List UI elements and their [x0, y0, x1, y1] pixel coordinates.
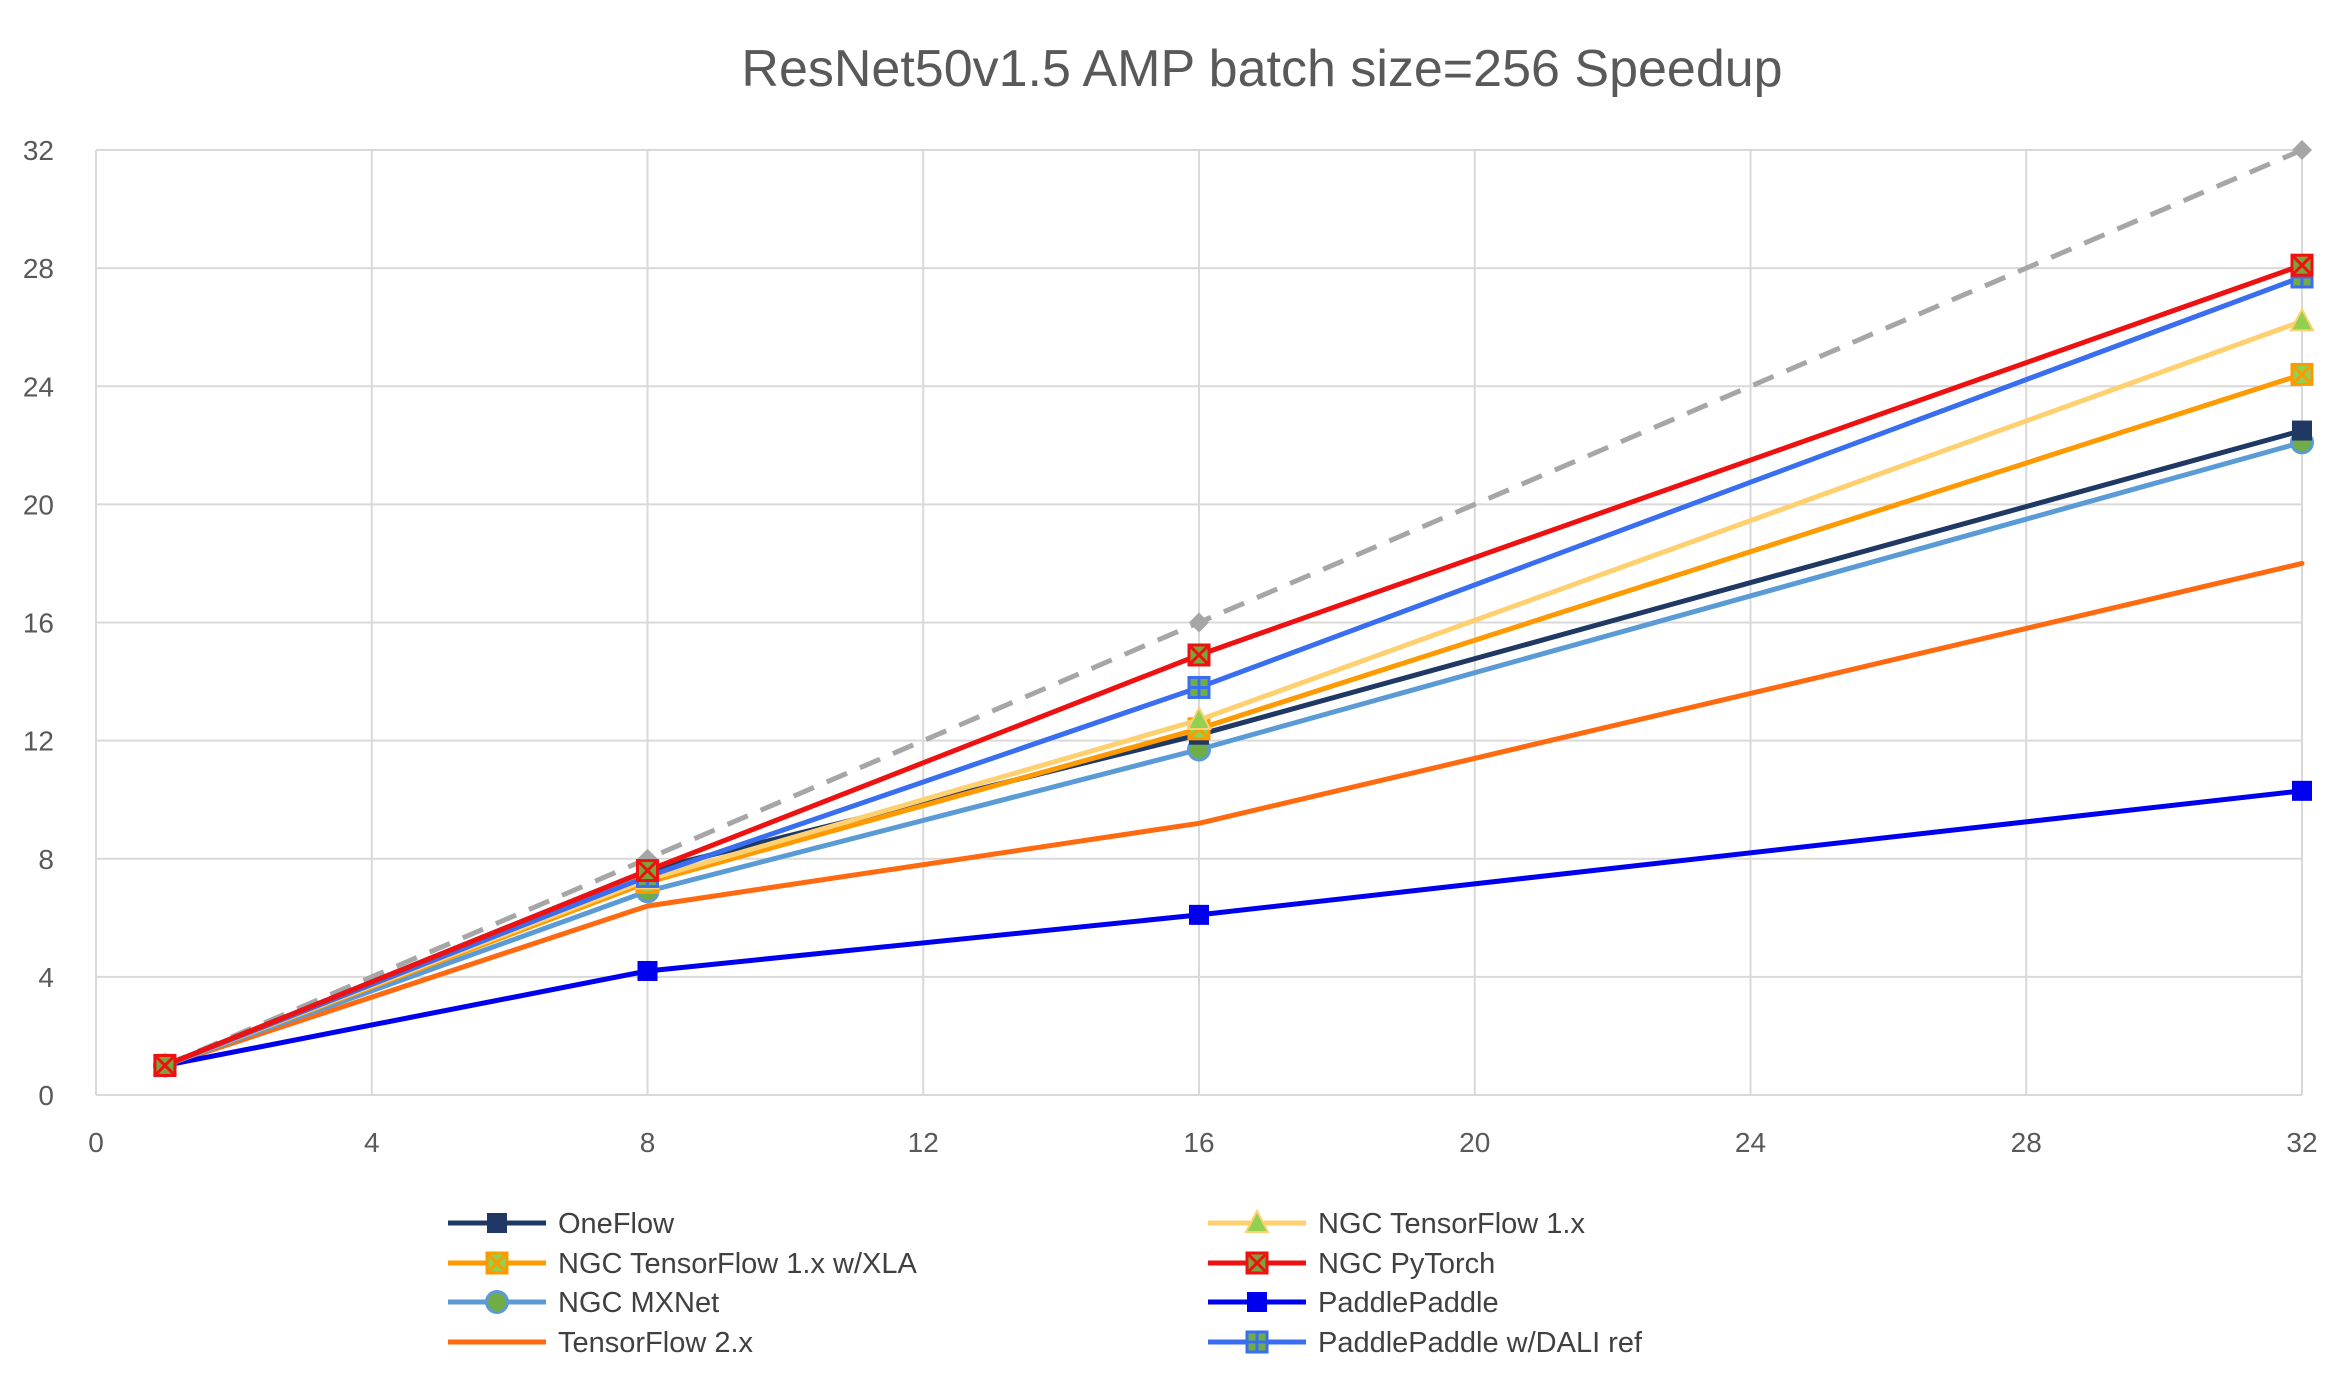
series-reference	[154, 140, 2312, 1076]
data-point	[1189, 612, 1209, 633]
data-point	[1245, 1251, 1269, 1275]
x-tick-label: 8	[640, 1127, 656, 1158]
series-line	[163, 147, 2303, 1068]
legend-label: PaddlePaddle w/DALI ref	[1318, 1327, 1643, 1359]
plot-series	[152, 140, 2315, 1078]
series-paddlepaddle	[154, 780, 2312, 1076]
series-line	[162, 439, 2305, 1068]
data-point	[1245, 1330, 1269, 1354]
y-tick-label: 28	[23, 253, 54, 284]
data-point	[1244, 1208, 1270, 1233]
legend-item: PaddlePaddle w/DALI ref	[1208, 1327, 1643, 1359]
legend: OneFlow NGC TensorFlow 1.x NGC TensorFlow …	[448, 1208, 1643, 1359]
x-tick-label: 12	[908, 1127, 939, 1158]
legend-item: TensorFlow 2.x	[448, 1327, 754, 1359]
legend-label: PaddlePaddle	[1318, 1287, 1499, 1319]
data-point	[2292, 140, 2312, 160]
x-axis-tick-labels: 0 4 8 12 16 20 24 28 32	[88, 1127, 2317, 1158]
data-point	[2290, 253, 2314, 277]
y-tick-label: 12	[23, 726, 54, 757]
data-point	[1187, 675, 1211, 699]
chart-title: ResNet50v1.5 AMP batch size=256 Speedup	[741, 40, 1782, 98]
data-point	[636, 859, 659, 883]
y-tick-label: 20	[23, 489, 54, 520]
legend-item: NGC MXNet	[448, 1287, 719, 1319]
data-point	[1187, 643, 1211, 667]
x-tick-label: 16	[1183, 1127, 1214, 1158]
data-point	[637, 960, 658, 981]
data-point	[485, 1251, 509, 1275]
x-tick-label: 32	[2286, 1127, 2317, 1158]
data-point	[2290, 362, 2314, 386]
y-tick-label: 32	[23, 135, 54, 166]
y-tick-label: 4	[38, 962, 54, 993]
series-line	[162, 262, 2305, 1068]
y-axis-tick-labels: 0 4 8 12 16 20 24 28 32	[23, 135, 54, 1111]
data-point	[2292, 780, 2312, 801]
data-point	[153, 1053, 177, 1077]
legend-item: OneFlow	[448, 1208, 675, 1240]
series-ngc-mxnet	[152, 430, 2314, 1078]
x-tick-label: 28	[2011, 1127, 2042, 1158]
data-point	[485, 1290, 509, 1314]
legend-item: PaddlePaddle	[1208, 1287, 1499, 1319]
y-tick-label: 0	[38, 1080, 54, 1111]
x-tick-label: 4	[364, 1127, 380, 1158]
legend-label: TensorFlow 2.x	[558, 1327, 754, 1359]
legend-label: NGC PyTorch	[1318, 1248, 1495, 1280]
data-point	[2292, 420, 2312, 441]
y-tick-label: 24	[23, 371, 54, 402]
data-point	[2289, 307, 2315, 332]
legend-item: NGC TensorFlow 1.x	[1208, 1208, 1585, 1240]
data-point	[1189, 904, 1209, 925]
series-line	[162, 560, 2305, 1068]
legend-label: OneFlow	[558, 1208, 675, 1240]
legend-item: NGC PyTorch	[1208, 1248, 1495, 1280]
legend-label: NGC MXNet	[558, 1287, 719, 1319]
x-tick-label: 24	[1735, 1127, 1766, 1158]
legend-label: NGC TensorFlow 1.x w/XLA	[558, 1248, 918, 1280]
legend-item: NGC TensorFlow 1.x w/XLA	[448, 1248, 918, 1280]
y-tick-label: 8	[38, 844, 54, 875]
y-tick-label: 16	[23, 608, 54, 639]
data-point	[487, 1213, 507, 1233]
series-line	[162, 318, 2305, 1068]
series-line	[162, 274, 2305, 1068]
legend-label: NGC TensorFlow 1.x	[1318, 1208, 1585, 1240]
series-ngc-tensorflow-1-x-w-xla	[153, 362, 2314, 1077]
series-tensorflow-2-x	[162, 560, 2305, 1068]
series-ngc-pytorch	[153, 253, 2314, 1077]
data-point	[1186, 705, 1212, 730]
x-tick-label: 20	[1459, 1127, 1490, 1158]
x-tick-label: 0	[88, 1127, 104, 1158]
data-point	[1247, 1292, 1267, 1312]
series-line	[162, 788, 2305, 1068]
series-line	[162, 428, 2305, 1068]
